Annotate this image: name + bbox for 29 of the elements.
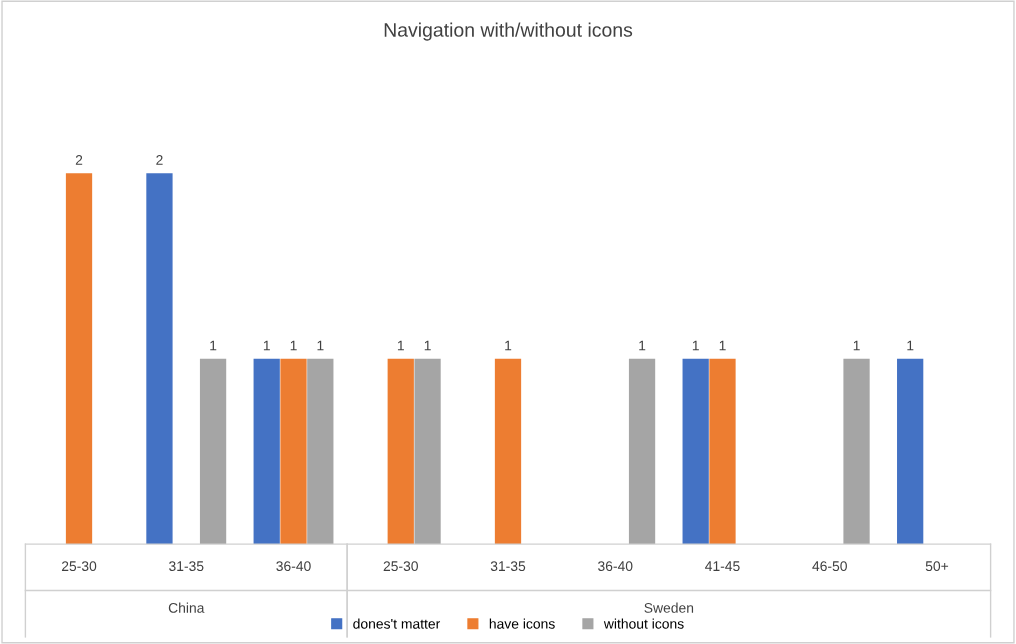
data-label: 1 [719,340,726,351]
x-tick-label: 31-35 [490,561,526,572]
x-tick-label: 25-30 [383,561,418,572]
data-label: 1 [317,340,324,351]
data-label: 1 [290,340,297,351]
data-label: 1 [263,340,270,351]
data-label: 2 [75,155,83,165]
data-label: 2 [156,155,163,165]
data-label: 1 [639,340,646,351]
legend-label: have icons [489,618,555,629]
data-label: 1 [397,340,404,351]
x-tick-label: 36-40 [598,561,633,572]
x-tick-label: 50+ [925,561,949,572]
chart-title: Navigation with/without icons [384,22,633,41]
x-tick-label: 25-30 [61,561,97,572]
text: Sweden [644,602,694,613]
legend-label: dones't matter [353,618,441,629]
x-tick-label: 31-35 [169,561,204,572]
data-label: 1 [210,340,217,351]
data-label: 1 [424,340,431,351]
data-label: 1 [692,340,699,351]
x-tick-label: 46-50 [812,561,847,572]
data-label: 1 [505,340,512,351]
data-label: 1 [907,340,914,351]
data-label: 1 [853,340,860,351]
legend-label: without icons [603,618,684,629]
text: China [168,602,205,613]
x-tick-label: 41-45 [705,561,740,572]
x-tick-label: 36-40 [276,561,311,572]
